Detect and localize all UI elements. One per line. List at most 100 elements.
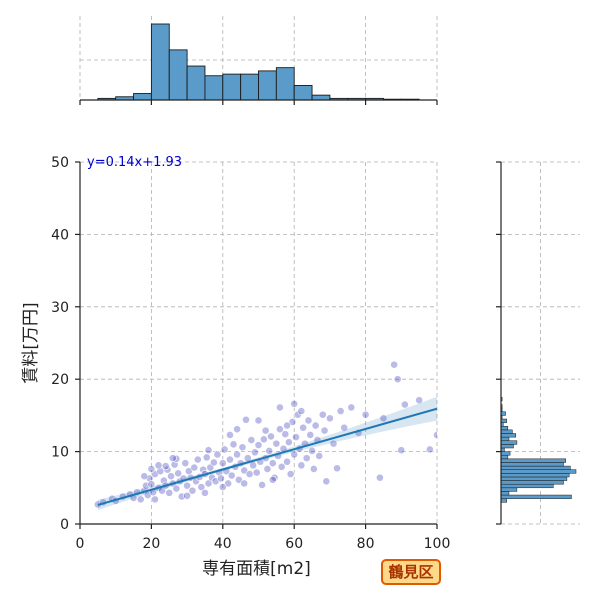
data-point — [283, 421, 291, 430]
data-point — [197, 483, 206, 491]
data-point — [309, 465, 318, 473]
data-point — [329, 439, 338, 448]
data-point — [258, 481, 266, 489]
x-hist-bar — [240, 73, 259, 101]
x-hist-bar — [150, 23, 170, 101]
y-tick-label: 50 — [51, 155, 69, 171]
y-hist-bar — [500, 462, 564, 467]
data-point — [299, 423, 308, 432]
data-point — [281, 430, 290, 439]
data-point — [272, 439, 281, 448]
data-point — [259, 435, 268, 444]
data-point — [311, 421, 320, 430]
data-point — [306, 431, 315, 439]
data-point — [238, 443, 247, 452]
data-point — [218, 459, 227, 468]
data-point — [393, 375, 402, 384]
y-hist-bar — [500, 429, 513, 434]
data-point — [315, 452, 324, 460]
y-axis-label: 賃料[万円] — [21, 302, 41, 383]
data-point — [204, 446, 213, 455]
data-point — [283, 457, 291, 466]
data-point — [220, 445, 229, 454]
data-point — [276, 425, 284, 434]
data-point — [209, 458, 218, 467]
data-point — [322, 477, 331, 486]
y-hist-bar — [500, 487, 518, 492]
data-point — [336, 407, 345, 415]
data-point — [263, 465, 272, 473]
data-point — [251, 448, 259, 457]
x-tick-label: 40 — [214, 536, 232, 552]
y-hist-bar — [500, 440, 518, 445]
data-point — [224, 479, 233, 488]
data-point — [290, 399, 299, 408]
data-point — [340, 423, 349, 432]
data-point — [218, 483, 227, 491]
marginal-y-histogram — [496, 161, 580, 525]
y-hist-bar — [500, 426, 509, 431]
x-hist-bar — [168, 49, 188, 101]
ward-badge: 鶴見区 — [381, 559, 441, 585]
data-point — [268, 459, 277, 468]
y-hist-bar — [500, 473, 570, 478]
x-hist-bar — [222, 73, 242, 101]
data-point — [184, 467, 193, 476]
y-hist-bar — [500, 491, 510, 496]
x-tick-label: 20 — [142, 536, 160, 552]
data-point — [154, 461, 163, 470]
data-point — [147, 480, 156, 489]
data-point — [163, 465, 172, 474]
x-tick-label: 0 — [76, 536, 85, 552]
data-point — [136, 495, 145, 504]
x-tick-label: 60 — [285, 536, 303, 552]
y-hist-bar — [500, 411, 506, 416]
data-point — [252, 468, 261, 477]
data-point — [140, 472, 149, 481]
data-point — [302, 454, 311, 463]
data-point — [361, 410, 370, 419]
y-hist-bar — [500, 498, 507, 503]
data-point — [288, 418, 297, 426]
data-point — [290, 450, 299, 459]
y-tick-label: 40 — [51, 227, 69, 243]
data-point — [325, 414, 334, 423]
data-point — [233, 425, 241, 434]
data-point — [397, 446, 406, 455]
data-point — [181, 459, 190, 468]
data-point — [286, 470, 295, 478]
data-point — [304, 416, 313, 425]
data-point — [245, 470, 254, 478]
data-point — [234, 475, 243, 484]
data-point — [277, 462, 286, 471]
data-point — [347, 403, 356, 412]
y-hist-bar — [500, 444, 514, 449]
data-point — [190, 463, 199, 472]
data-point — [297, 407, 306, 415]
regression-line — [97, 407, 437, 506]
data-point — [284, 438, 293, 447]
x-hist-bar — [133, 93, 152, 101]
data-point — [265, 446, 274, 455]
x-tick-label: 100 — [424, 536, 451, 552]
y-hist-bar — [500, 465, 571, 470]
y-hist-bar — [500, 483, 554, 489]
data-point — [400, 400, 409, 409]
data-point — [226, 431, 234, 439]
data-point — [174, 469, 183, 478]
y-hist-bar — [500, 469, 577, 474]
y-hist-bar — [500, 454, 509, 460]
data-point — [247, 436, 256, 444]
y-tick-label: 0 — [60, 517, 69, 533]
data-point — [229, 440, 238, 449]
data-point — [188, 486, 197, 495]
x-hist-bar — [258, 70, 277, 101]
data-point — [213, 450, 222, 459]
data-point — [159, 476, 168, 485]
data-point — [318, 410, 327, 419]
data-point — [233, 450, 241, 459]
marginal-x-histogram — [79, 16, 438, 105]
y-hist-bar — [500, 480, 564, 485]
data-point — [320, 426, 329, 435]
